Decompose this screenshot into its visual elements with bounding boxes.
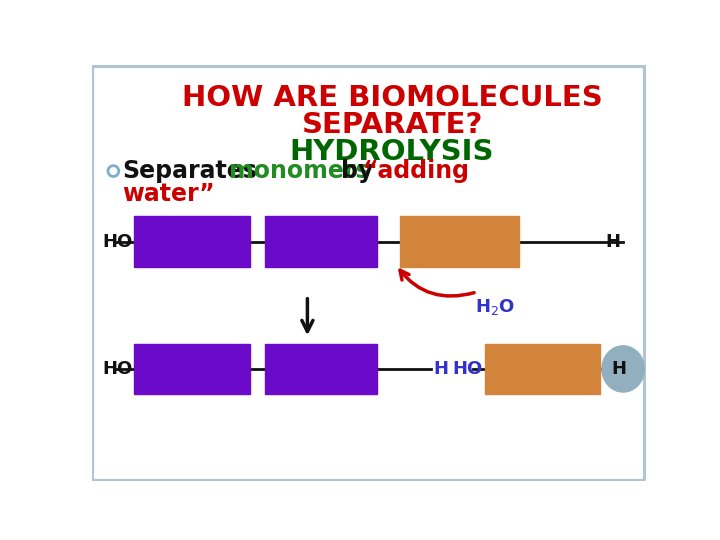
Text: SEPARATE?: SEPARATE? [302,111,483,139]
Text: HO: HO [102,233,132,251]
Text: H$_2$O: H$_2$O [475,298,516,318]
Text: HO: HO [452,360,482,378]
Text: by: by [341,159,373,183]
FancyArrowPatch shape [400,270,474,296]
Bar [134,343,250,394]
Text: “adding: “adding [363,159,470,183]
Text: water”: water” [122,182,215,206]
Text: H: H [606,233,621,251]
Text: HYDROLYSIS: HYDROLYSIS [290,138,495,166]
Bar [485,343,600,394]
Text: monomers: monomers [229,159,369,183]
Bar [265,343,377,394]
Bar [134,217,250,267]
Bar [265,217,377,267]
Ellipse shape [602,346,644,392]
Text: H: H [433,360,448,378]
Bar [400,217,519,267]
Text: HOW ARE BIOMOLECULES: HOW ARE BIOMOLECULES [181,84,603,112]
Text: Separates: Separates [122,159,258,183]
Text: H: H [612,360,626,378]
Text: HO: HO [102,360,132,378]
